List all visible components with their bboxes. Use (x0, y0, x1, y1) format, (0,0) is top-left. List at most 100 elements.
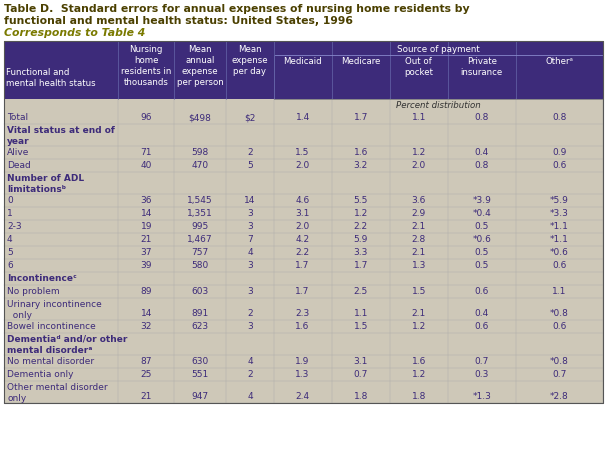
Text: 0.3: 0.3 (475, 369, 489, 378)
Text: 551: 551 (192, 369, 209, 378)
Text: Percent distribution: Percent distribution (396, 101, 481, 110)
Text: 1.6: 1.6 (353, 148, 368, 156)
Text: *0.4: *0.4 (472, 208, 491, 218)
Text: 4: 4 (247, 247, 253, 257)
Text: 2.9: 2.9 (412, 208, 426, 218)
Text: 0.5: 0.5 (475, 260, 489, 269)
Text: 1.6: 1.6 (296, 321, 310, 330)
Text: 2: 2 (247, 308, 253, 317)
Text: Otherᵃ: Otherᵃ (545, 57, 573, 66)
Text: 3: 3 (247, 287, 253, 295)
Text: 3: 3 (247, 208, 253, 218)
Text: 1.8: 1.8 (412, 391, 426, 400)
Text: 1.2: 1.2 (412, 148, 426, 156)
Text: Number of ADL
limitationsᵇ: Number of ADL limitationsᵇ (7, 174, 84, 194)
Text: 3.1: 3.1 (296, 208, 310, 218)
Text: 0.6: 0.6 (552, 161, 566, 169)
Text: functional and mental health status: United States, 1996: functional and mental health status: Uni… (4, 16, 353, 26)
Text: 1,351: 1,351 (188, 208, 213, 218)
Text: 0.9: 0.9 (552, 148, 566, 156)
Text: 2.0: 2.0 (412, 161, 426, 169)
Text: 40: 40 (141, 161, 152, 169)
Text: 2.2: 2.2 (354, 221, 368, 231)
Text: 1.1: 1.1 (412, 113, 426, 122)
Text: 14: 14 (141, 208, 152, 218)
Text: 2.1: 2.1 (412, 221, 426, 231)
Text: 1.5: 1.5 (353, 321, 368, 330)
Text: Mean
annual
expense
per person: Mean annual expense per person (177, 45, 223, 87)
Text: Dead: Dead (7, 161, 31, 169)
Text: 1.7: 1.7 (296, 260, 310, 269)
Text: 3.1: 3.1 (353, 356, 368, 365)
Text: *1.3: *1.3 (472, 391, 491, 400)
Text: 25: 25 (141, 369, 152, 378)
Text: *0.6: *0.6 (550, 247, 569, 257)
Text: Dementiaᵈ and/or other
mental disorderᵃ: Dementiaᵈ and/or other mental disorderᵃ (7, 334, 127, 355)
Text: 39: 39 (140, 260, 152, 269)
Text: Dementia only: Dementia only (7, 369, 73, 378)
Text: 4.6: 4.6 (296, 195, 310, 205)
Text: 0.6: 0.6 (552, 321, 566, 330)
Text: 0.6: 0.6 (552, 260, 566, 269)
Text: 5: 5 (247, 161, 253, 169)
Text: Alive: Alive (7, 148, 29, 156)
Text: 5: 5 (7, 247, 13, 257)
Text: 0.7: 0.7 (552, 369, 566, 378)
Text: 0.8: 0.8 (475, 161, 489, 169)
Text: 2.1: 2.1 (412, 308, 426, 317)
Text: 0.4: 0.4 (475, 308, 489, 317)
Bar (4, 42, 603, 100)
Text: Medicare: Medicare (341, 57, 381, 66)
Text: 0.5: 0.5 (475, 247, 489, 257)
Text: 36: 36 (140, 195, 152, 205)
Text: 2.4: 2.4 (296, 391, 310, 400)
Text: 0.4: 0.4 (475, 148, 489, 156)
Text: Out of
pocket: Out of pocket (404, 57, 433, 77)
Text: Private
insurance: Private insurance (461, 57, 503, 77)
Text: *1.1: *1.1 (550, 221, 569, 231)
Text: 0.7: 0.7 (475, 356, 489, 365)
Text: $498: $498 (189, 113, 212, 122)
Text: 2.8: 2.8 (412, 234, 426, 244)
Text: 1.7: 1.7 (296, 287, 310, 295)
Text: 1,545: 1,545 (188, 195, 213, 205)
Text: 630: 630 (192, 356, 209, 365)
Text: 3.2: 3.2 (354, 161, 368, 169)
Text: 4: 4 (247, 356, 253, 365)
Text: 0.6: 0.6 (475, 321, 489, 330)
Text: 1.6: 1.6 (412, 356, 426, 365)
Text: 1.3: 1.3 (296, 369, 310, 378)
Text: 21: 21 (141, 391, 152, 400)
Text: *0.6: *0.6 (472, 234, 491, 244)
Text: 1.1: 1.1 (552, 287, 566, 295)
Text: Functional and
mental health status: Functional and mental health status (6, 68, 96, 88)
Text: 3.3: 3.3 (353, 247, 368, 257)
Text: 32: 32 (141, 321, 152, 330)
Text: 6: 6 (7, 260, 13, 269)
Text: 3.6: 3.6 (412, 195, 426, 205)
Text: 1.7: 1.7 (353, 113, 368, 122)
Text: 0: 0 (7, 195, 13, 205)
Text: 7: 7 (247, 234, 253, 244)
Text: No problem: No problem (7, 287, 59, 295)
Text: 37: 37 (140, 247, 152, 257)
Text: 623: 623 (192, 321, 209, 330)
Bar (4, 100, 603, 403)
Text: 1.2: 1.2 (412, 321, 426, 330)
Text: 4: 4 (247, 391, 253, 400)
Text: 995: 995 (192, 221, 209, 231)
Text: 947: 947 (192, 391, 209, 400)
Text: 1: 1 (7, 208, 13, 218)
Text: 14: 14 (244, 195, 256, 205)
Text: Table D.  Standard errors for annual expenses of nursing home residents by: Table D. Standard errors for annual expe… (4, 4, 470, 14)
Text: 2.0: 2.0 (296, 161, 310, 169)
Text: *0.8: *0.8 (550, 356, 569, 365)
Text: 1.9: 1.9 (296, 356, 310, 365)
Text: 1,467: 1,467 (188, 234, 213, 244)
Text: Corresponds to Table 4: Corresponds to Table 4 (4, 28, 145, 38)
Text: 21: 21 (141, 234, 152, 244)
Text: 4: 4 (7, 234, 13, 244)
Text: Urinary incontinence
  only: Urinary incontinence only (7, 300, 102, 320)
Bar (4, 42, 603, 403)
Text: 14: 14 (141, 308, 152, 317)
